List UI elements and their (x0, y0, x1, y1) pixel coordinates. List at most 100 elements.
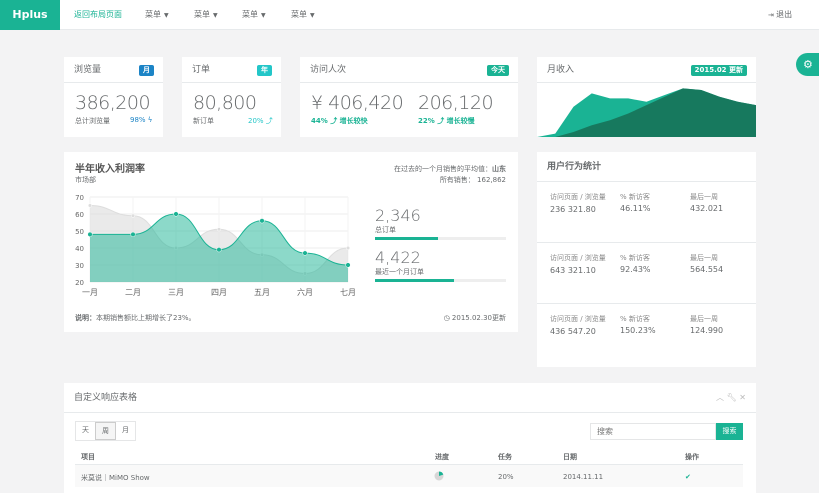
card-label: 总计浏览量 (75, 117, 110, 125)
wrench-icon[interactable]: 🔧︎ (726, 393, 737, 402)
pageviews-label: 访问页面 / 浏览量 (550, 254, 606, 262)
pageviews-value: 436 547.20 (550, 327, 596, 336)
home-link[interactable]: 返回布局页面 (74, 10, 122, 19)
sparkline-area (537, 88, 756, 137)
new-visitors-label: % 新访客 (620, 193, 650, 201)
month-orders-value: 4,422 (375, 248, 421, 267)
pageviews-card: 浏览量 月 386,200 总计浏览量 98% ϟ (64, 57, 163, 137)
cell-task: 20% (498, 473, 514, 481)
card-title: 访问人次 (310, 65, 347, 75)
user-stat-row: 访问页面 / 浏览量 236 321.80 % 新访客 46.11% 最后一周 432… (537, 182, 756, 243)
last-week-value: 432.021 (690, 204, 724, 213)
top-navbar: Hplus 返回布局页面 菜单 ▼ 菜单 ▼ 菜单 ▼ 菜单 ▼ ⇥ 退出 (0, 0, 819, 30)
visits-stat: 22% ⤴ 增长较慢 (418, 117, 475, 125)
revenue-stat: 44% ⤴ 增长较快 (311, 117, 368, 125)
col-task: 任务 (498, 453, 512, 461)
updated-text: 2015.02.30更新 (451, 314, 506, 322)
total-label: 所有销售： (439, 176, 475, 184)
col-project: 项目 (81, 453, 95, 461)
new-visitors-value: 92.43% (620, 265, 651, 274)
last-week-label: 最后一周 (690, 315, 718, 323)
collapse-icon[interactable]: ︿ (716, 393, 725, 402)
note-text: 本期销售额比上期增长了23%。 (96, 314, 196, 322)
period-month[interactable]: 月 (122, 426, 129, 434)
new-visitors-value: 46.11% (620, 204, 651, 213)
new-visitors-label: % 新访客 (620, 254, 650, 262)
menu-1[interactable]: 菜单 ▼ (145, 0, 169, 31)
pageviews-label: 访问页面 / 浏览量 (550, 315, 606, 323)
card-value: 386,200 (75, 92, 151, 114)
brand-logo[interactable]: Hplus (0, 0, 60, 30)
revenue-value: ¥ 406,420 (311, 92, 404, 114)
card-stat: 98% (130, 116, 146, 124)
caret-down-icon: ▼ (261, 12, 266, 19)
card-value: 80,800 (193, 92, 257, 114)
x-tick-label: 六月 (297, 287, 313, 297)
data-point (173, 211, 179, 217)
data-point (216, 247, 222, 253)
progress-pie-icon (434, 471, 444, 481)
col-progress: 进度 (435, 453, 449, 461)
data-point (345, 262, 351, 268)
period-badge: 年 (257, 65, 272, 76)
period-badge: 今天 (487, 65, 509, 76)
menu-label: 菜单 (145, 10, 161, 19)
avg-value: 山东 (492, 165, 506, 173)
visits-card: 访问人次 今天 ¥ 406,420 44% ⤴ 增长较快 206,120 22% … (300, 57, 518, 137)
card-stat: 20% (248, 117, 264, 125)
card-title: 订单 (192, 65, 211, 75)
period-badge: 月 (139, 65, 154, 76)
new-visitors-value: 150.23% (620, 326, 656, 335)
new-visitors-label: % 新访客 (620, 315, 650, 323)
user-stats-panel: 用户行为统计 访问页面 / 浏览量 236 321.80 % 新访客 46.11% … (537, 152, 756, 367)
monthly-income-card: 月收入 2015.02 更新 (537, 57, 756, 137)
search-input[interactable] (590, 423, 716, 440)
menu-label: 菜单 (242, 10, 258, 19)
check-icon[interactable]: ✔ (685, 473, 691, 481)
data-point (302, 250, 308, 256)
update-badge: 2015.02 更新 (690, 65, 747, 76)
card-label: 新订单 (193, 117, 214, 125)
y-tick-label: 40 (75, 245, 84, 253)
card-title: 月收入 (547, 65, 575, 75)
search-button[interactable]: 搜索 (716, 423, 743, 440)
x-tick-label: 一月 (82, 288, 98, 297)
y-tick-label: 60 (75, 211, 84, 219)
panel-title: 自定义响应表格 (74, 393, 138, 403)
last-week-value: 564.554 (690, 265, 724, 274)
menu-4[interactable]: 菜单 ▼ (291, 0, 315, 31)
panel-title: 用户行为统计 (537, 152, 756, 182)
clock-icon: ◷ (443, 314, 452, 322)
avg-label: 在过去的一个月销售的平均值： (394, 165, 492, 173)
settings-gear-button[interactable]: ⚙ (796, 53, 819, 76)
period-week[interactable]: 周 (95, 422, 116, 440)
logout-link[interactable]: ⇥ 退出 (768, 0, 792, 30)
menu-2[interactable]: 菜单 ▼ (194, 0, 218, 31)
y-tick-label: 20 (75, 279, 84, 287)
data-point (130, 231, 136, 237)
x-tick-label: 二月 (125, 288, 141, 297)
last-week-label: 最后一周 (690, 193, 718, 201)
x-tick-label: 四月 (211, 288, 227, 297)
cell-date: 2014.11.11 (563, 473, 604, 481)
data-point (216, 227, 222, 232)
logout-label: 退出 (776, 10, 793, 19)
close-icon[interactable]: ✕ (739, 393, 746, 402)
visits-value: 206,120 (418, 92, 494, 114)
sign-out-icon: ⇥ (768, 11, 777, 19)
pageviews-value: 643 321.10 (550, 266, 596, 275)
caret-down-icon: ▼ (164, 12, 169, 19)
panel-title: 半年收入利润率 (75, 164, 145, 175)
total-value: 162,862 (477, 176, 506, 184)
last-week-label: 最后一周 (690, 254, 718, 262)
col-date: 日期 (563, 453, 577, 461)
y-tick-label: 50 (75, 228, 84, 236)
series-area (90, 214, 348, 282)
profit-panel: 半年收入利润率 市场部 在过去的一个月销售的平均值：山东 所有销售： 162,8… (64, 152, 518, 332)
col-action: 操作 (685, 453, 699, 461)
period-day[interactable]: 天 (82, 426, 89, 434)
data-point (87, 231, 93, 237)
menu-3[interactable]: 菜单 ▼ (242, 0, 266, 31)
y-tick-label: 70 (75, 194, 84, 202)
panel-subtitle: 市场部 (75, 176, 96, 184)
